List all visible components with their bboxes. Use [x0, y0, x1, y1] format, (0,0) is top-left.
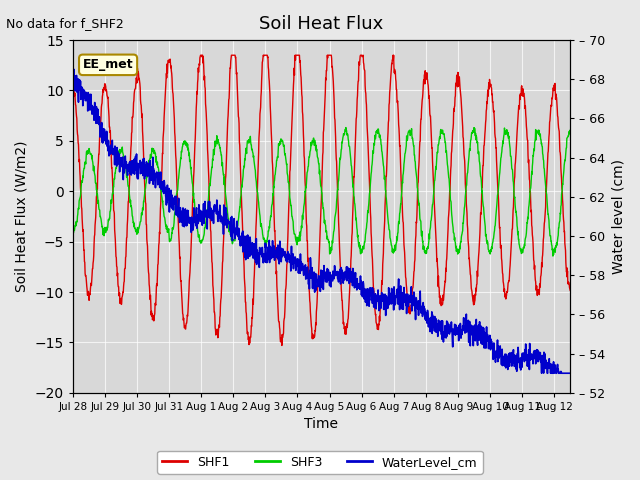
X-axis label: Time: Time [305, 418, 339, 432]
Title: Soil Heat Flux: Soil Heat Flux [259, 15, 383, 33]
Legend: SHF1, SHF3, WaterLevel_cm: SHF1, SHF3, WaterLevel_cm [157, 451, 483, 474]
Text: No data for f_SHF2: No data for f_SHF2 [6, 17, 124, 30]
Text: EE_met: EE_met [83, 59, 133, 72]
Y-axis label: Soil Heat Flux (W/m2): Soil Heat Flux (W/m2) [15, 141, 29, 292]
Y-axis label: Water level (cm): Water level (cm) [611, 159, 625, 274]
